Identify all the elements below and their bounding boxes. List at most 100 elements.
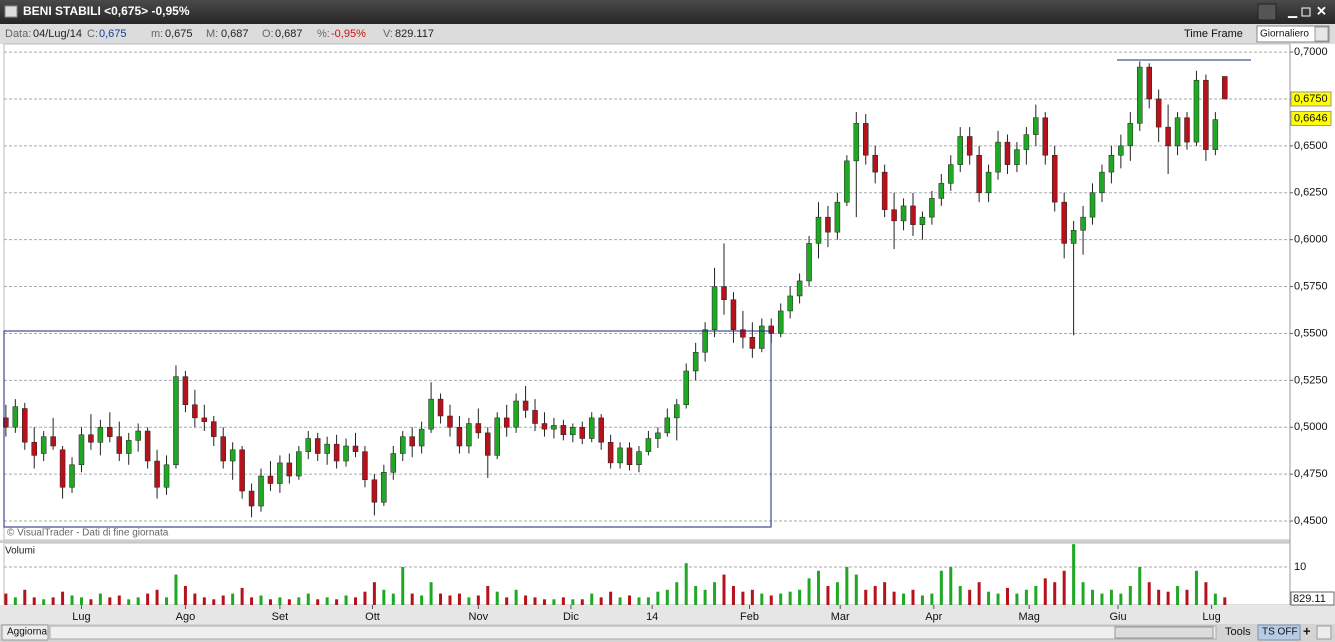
scroll-thumb[interactable] — [1114, 626, 1214, 639]
volume-bar — [1176, 585, 1180, 605]
candle-body — [881, 171, 888, 210]
candle-body — [437, 398, 444, 417]
candle-body — [1061, 201, 1067, 244]
candle-body — [333, 443, 340, 462]
candle-body — [1042, 117, 1049, 156]
volume-bar — [939, 570, 943, 605]
candle-body — [721, 286, 727, 300]
candle-body — [88, 434, 94, 443]
volume-bar — [4, 593, 8, 605]
candle-body — [532, 410, 538, 424]
volume-bar — [297, 597, 301, 605]
volume-bar — [609, 591, 613, 605]
candle-body — [371, 479, 378, 503]
candle-body — [919, 216, 926, 225]
button-label[interactable]: TS OFF — [1262, 627, 1298, 638]
volume-bar — [1091, 589, 1095, 605]
title-bar — [0, 0, 1335, 24]
volume-bar — [977, 582, 981, 605]
volume-bar — [854, 574, 858, 605]
maximize-button[interactable] — [1301, 7, 1311, 17]
minimize-button[interactable]: ▁ — [1287, 4, 1298, 18]
x-tick-label: Lug — [72, 611, 90, 623]
candle-body — [966, 136, 973, 156]
candle-body — [938, 183, 945, 199]
button[interactable] — [1257, 624, 1301, 641]
select-box[interactable] — [1256, 25, 1330, 43]
x-tick-label: Apr — [925, 611, 942, 623]
volume-bar — [779, 593, 783, 605]
candle-body — [1089, 192, 1096, 218]
price-axis — [1290, 44, 1335, 605]
volume-bar — [845, 566, 849, 605]
candle-body — [182, 376, 189, 405]
candle-body — [740, 329, 746, 338]
candle-body — [985, 171, 992, 194]
candle-body — [1146, 66, 1152, 100]
window-buttons[interactable]: ▁ ✕ — [1257, 3, 1327, 21]
add-button[interactable]: + — [1303, 623, 1332, 640]
volume-bar — [646, 597, 650, 605]
candle-body — [513, 400, 519, 428]
scrollbar[interactable] — [49, 625, 1217, 640]
volume-bar — [911, 589, 915, 605]
candle-body — [1212, 119, 1219, 150]
candle-body — [50, 436, 56, 447]
update-button[interactable]: Aggiorna — [1, 624, 49, 641]
candle-body — [759, 325, 765, 349]
info-label: m: — [151, 28, 163, 40]
button-label[interactable]: Aggiorna — [7, 627, 47, 638]
candle-body — [806, 243, 812, 282]
candle-body — [522, 400, 529, 411]
volume-bar — [1223, 597, 1227, 605]
candle-body — [957, 136, 963, 165]
select-arrow[interactable] — [1314, 26, 1329, 42]
volume-bar — [98, 593, 102, 605]
volume-bar — [920, 595, 924, 605]
volume-bar — [873, 585, 877, 605]
candle-body — [163, 464, 170, 488]
menu-button[interactable] — [1316, 625, 1332, 640]
volume-bar — [316, 599, 320, 605]
drawn-rectangle — [3, 330, 772, 528]
candle-body — [825, 216, 831, 233]
candle-body — [78, 434, 85, 466]
volume-bar — [1213, 593, 1217, 605]
candle-body — [229, 449, 236, 462]
x-tick-label: Giu — [1109, 611, 1126, 623]
close-button[interactable]: ✕ — [1316, 3, 1327, 18]
x-tick-label: Lug — [1202, 611, 1220, 623]
ts-button[interactable]: TS OFF — [1257, 624, 1301, 641]
volume-bar — [561, 597, 565, 605]
info-bar — [0, 24, 1335, 44]
button-label[interactable]: Tools — [1225, 626, 1251, 638]
volume-bar — [1043, 578, 1047, 605]
button-label[interactable]: + — [1303, 623, 1311, 638]
price-panel — [3, 43, 1291, 541]
tools-button[interactable]: Tools — [1225, 626, 1251, 638]
volume-bar — [1081, 582, 1085, 605]
candle-body — [1165, 126, 1171, 147]
volume-bar — [117, 595, 121, 605]
x-tick-label: Nov — [469, 611, 489, 623]
volume-bar — [495, 591, 499, 605]
volume-bar — [996, 593, 1000, 605]
volume-bar — [429, 582, 433, 605]
candle-body — [220, 436, 226, 462]
volume-bar — [1109, 589, 1113, 605]
candle-body — [135, 430, 141, 441]
candle-body — [891, 209, 897, 222]
candle-body — [343, 445, 349, 462]
candle-body — [503, 417, 510, 428]
tool-button[interactable] — [1257, 3, 1277, 21]
candle-body — [787, 295, 793, 312]
x-tick-label: Ago — [176, 611, 196, 623]
time-frame-select[interactable]: Giornaliero — [1256, 25, 1330, 43]
select-value[interactable]: Giornaliero — [1260, 29, 1309, 40]
candle-body — [192, 404, 198, 419]
button[interactable] — [1, 624, 49, 641]
volume-bar — [892, 591, 896, 605]
volume-bar — [325, 597, 329, 605]
volume-bar — [42, 599, 46, 605]
